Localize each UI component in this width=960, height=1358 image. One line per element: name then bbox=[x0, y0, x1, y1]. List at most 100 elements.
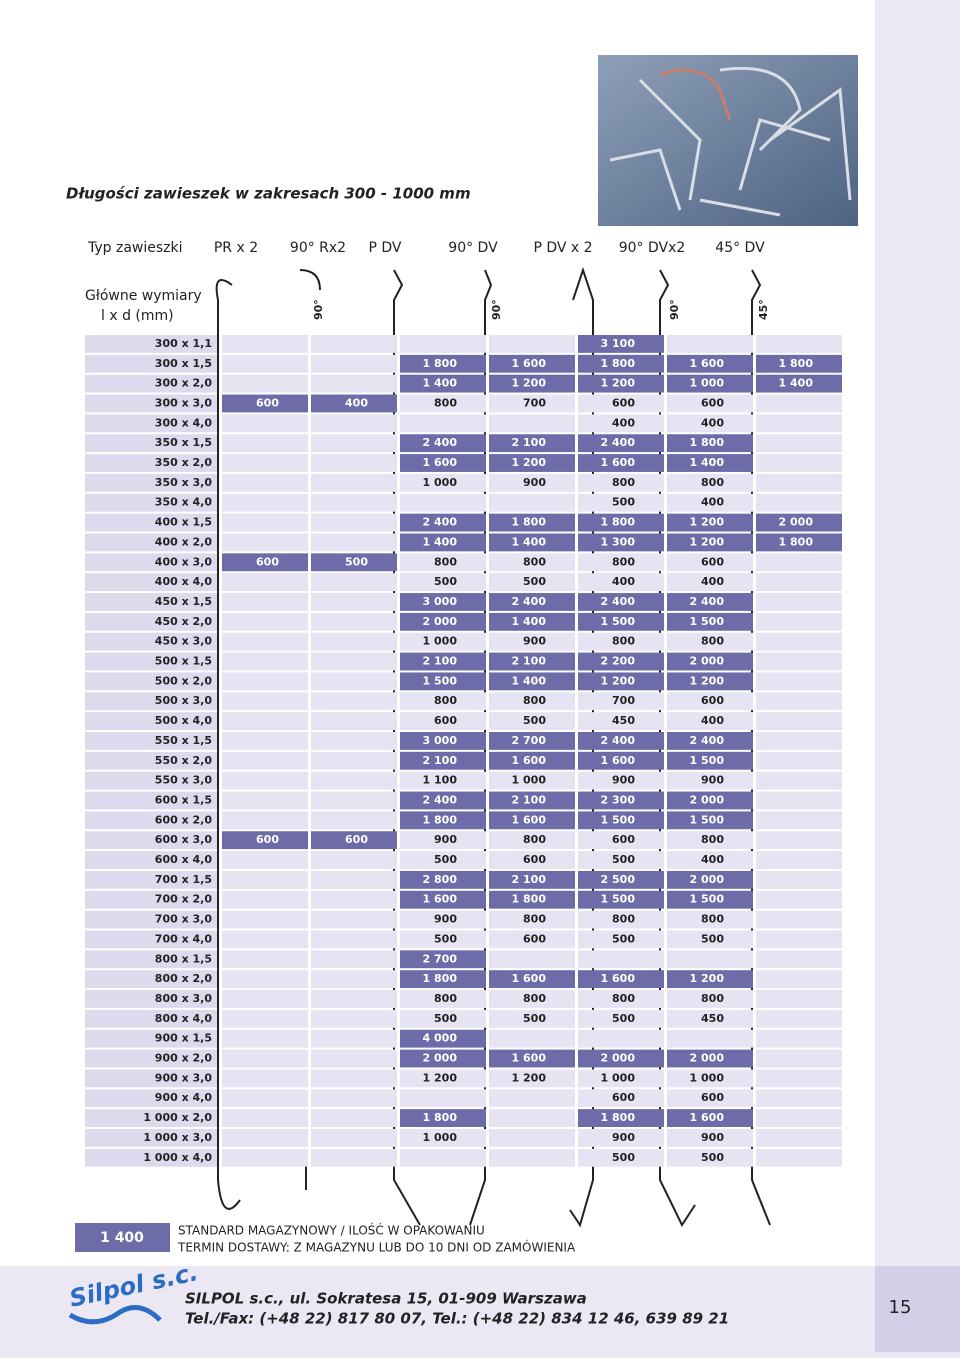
cell bbox=[311, 593, 397, 611]
row-label-bg bbox=[85, 612, 217, 631]
cell bbox=[489, 1109, 575, 1127]
cell bbox=[667, 414, 753, 433]
cell bbox=[578, 1009, 664, 1028]
cell-value: 500 bbox=[612, 853, 635, 866]
cell bbox=[756, 1069, 842, 1088]
cell bbox=[489, 1029, 575, 1048]
row-label: 300 x 2,0 bbox=[155, 377, 213, 390]
cell bbox=[222, 771, 308, 790]
cell-value: 1 400 bbox=[512, 674, 547, 687]
cell-value: 500 bbox=[701, 1151, 724, 1164]
cell-value: 900 bbox=[701, 1131, 724, 1144]
row-label-bg bbox=[85, 493, 217, 512]
cell-value: 1 800 bbox=[601, 357, 636, 370]
row-label: 700 x 1,5 bbox=[155, 873, 212, 886]
cell bbox=[222, 1109, 308, 1127]
cell bbox=[667, 1009, 753, 1028]
standard-cell bbox=[400, 791, 486, 810]
cell-value: 2 100 bbox=[512, 873, 547, 886]
row-label-bg bbox=[85, 513, 217, 532]
cell-value: 500 bbox=[434, 1012, 457, 1025]
cell bbox=[311, 414, 397, 433]
row-label-bg bbox=[85, 652, 217, 671]
cell-value: 1 600 bbox=[512, 754, 547, 767]
cell bbox=[222, 672, 308, 691]
cell bbox=[222, 732, 308, 750]
cell-value: 900 bbox=[523, 635, 546, 648]
cell-value: 800 bbox=[701, 635, 724, 648]
standard-cell bbox=[489, 593, 575, 611]
row-label-bg bbox=[85, 791, 217, 810]
row-label: 800 x 4,0 bbox=[155, 1012, 213, 1025]
row-label-bg bbox=[85, 811, 217, 830]
row-label-bg bbox=[85, 414, 217, 433]
cell bbox=[311, 811, 397, 830]
cell-value: 600 bbox=[701, 555, 724, 568]
column-header: 90° DVx2 bbox=[619, 240, 686, 256]
cell-value: 1 800 bbox=[512, 893, 547, 906]
row-label: 1 000 x 2,0 bbox=[143, 1111, 212, 1124]
cell bbox=[667, 473, 753, 492]
cell-value: 800 bbox=[701, 476, 724, 489]
cell-value: 1 600 bbox=[423, 456, 458, 469]
cell bbox=[667, 712, 753, 730]
cell-value: 1 500 bbox=[423, 674, 458, 687]
cell bbox=[756, 1029, 842, 1048]
row-label: 500 x 4,0 bbox=[155, 714, 213, 727]
row-label: 1 000 x 4,0 bbox=[143, 1151, 212, 1164]
standard-cell bbox=[756, 374, 842, 393]
cell-value: 2 400 bbox=[601, 734, 636, 747]
cell bbox=[311, 751, 397, 770]
standard-cell bbox=[400, 1109, 486, 1127]
cell bbox=[756, 335, 842, 353]
cell bbox=[400, 632, 486, 651]
standard-cell bbox=[578, 870, 664, 889]
cell bbox=[756, 910, 842, 929]
row-label-bg bbox=[85, 890, 217, 909]
cell bbox=[578, 573, 664, 592]
standard-cell bbox=[578, 374, 664, 393]
cell-value: 600 bbox=[612, 1091, 635, 1104]
cell bbox=[756, 612, 842, 631]
row-label: 450 x 1,5 bbox=[155, 595, 212, 608]
cell-value: 500 bbox=[434, 853, 457, 866]
cell bbox=[756, 692, 842, 711]
row-label: 600 x 3,0 bbox=[155, 833, 213, 846]
cell bbox=[222, 751, 308, 770]
cell bbox=[400, 335, 486, 353]
row-label: 1 000 x 3,0 bbox=[143, 1131, 212, 1144]
cell-value: 900 bbox=[434, 833, 457, 846]
cell bbox=[667, 1089, 753, 1108]
standard-cell bbox=[578, 593, 664, 611]
cell-value: 2 000 bbox=[423, 1052, 458, 1065]
cell-value: 600 bbox=[345, 833, 368, 846]
cell-value: 1 500 bbox=[601, 615, 636, 628]
cell bbox=[222, 652, 308, 671]
row-label: 800 x 1,5 bbox=[155, 952, 212, 965]
cell bbox=[578, 1069, 664, 1088]
cell bbox=[756, 732, 842, 750]
standard-cell bbox=[667, 513, 753, 532]
row-label-bg bbox=[85, 1129, 217, 1147]
cell bbox=[311, 712, 397, 730]
cell bbox=[756, 890, 842, 909]
standard-cell bbox=[578, 811, 664, 830]
cell bbox=[667, 553, 753, 572]
cell bbox=[222, 890, 308, 909]
cell-value: 450 bbox=[612, 714, 635, 727]
standard-cell bbox=[400, 513, 486, 532]
cell-value: 400 bbox=[701, 496, 724, 509]
cell bbox=[311, 672, 397, 691]
cell-value: 1 000 bbox=[423, 476, 458, 489]
standard-cell bbox=[578, 533, 664, 552]
standard-cell bbox=[489, 374, 575, 393]
cell bbox=[489, 1089, 575, 1108]
cell-value: 500 bbox=[345, 555, 368, 568]
cell-value: 1 500 bbox=[601, 813, 636, 826]
cell bbox=[489, 394, 575, 413]
cell-value: 1 600 bbox=[512, 357, 547, 370]
type-label: Typ zawieszki bbox=[87, 240, 183, 256]
cell bbox=[311, 1109, 397, 1127]
standard-cell bbox=[489, 870, 575, 889]
row-label-bg bbox=[85, 870, 217, 889]
